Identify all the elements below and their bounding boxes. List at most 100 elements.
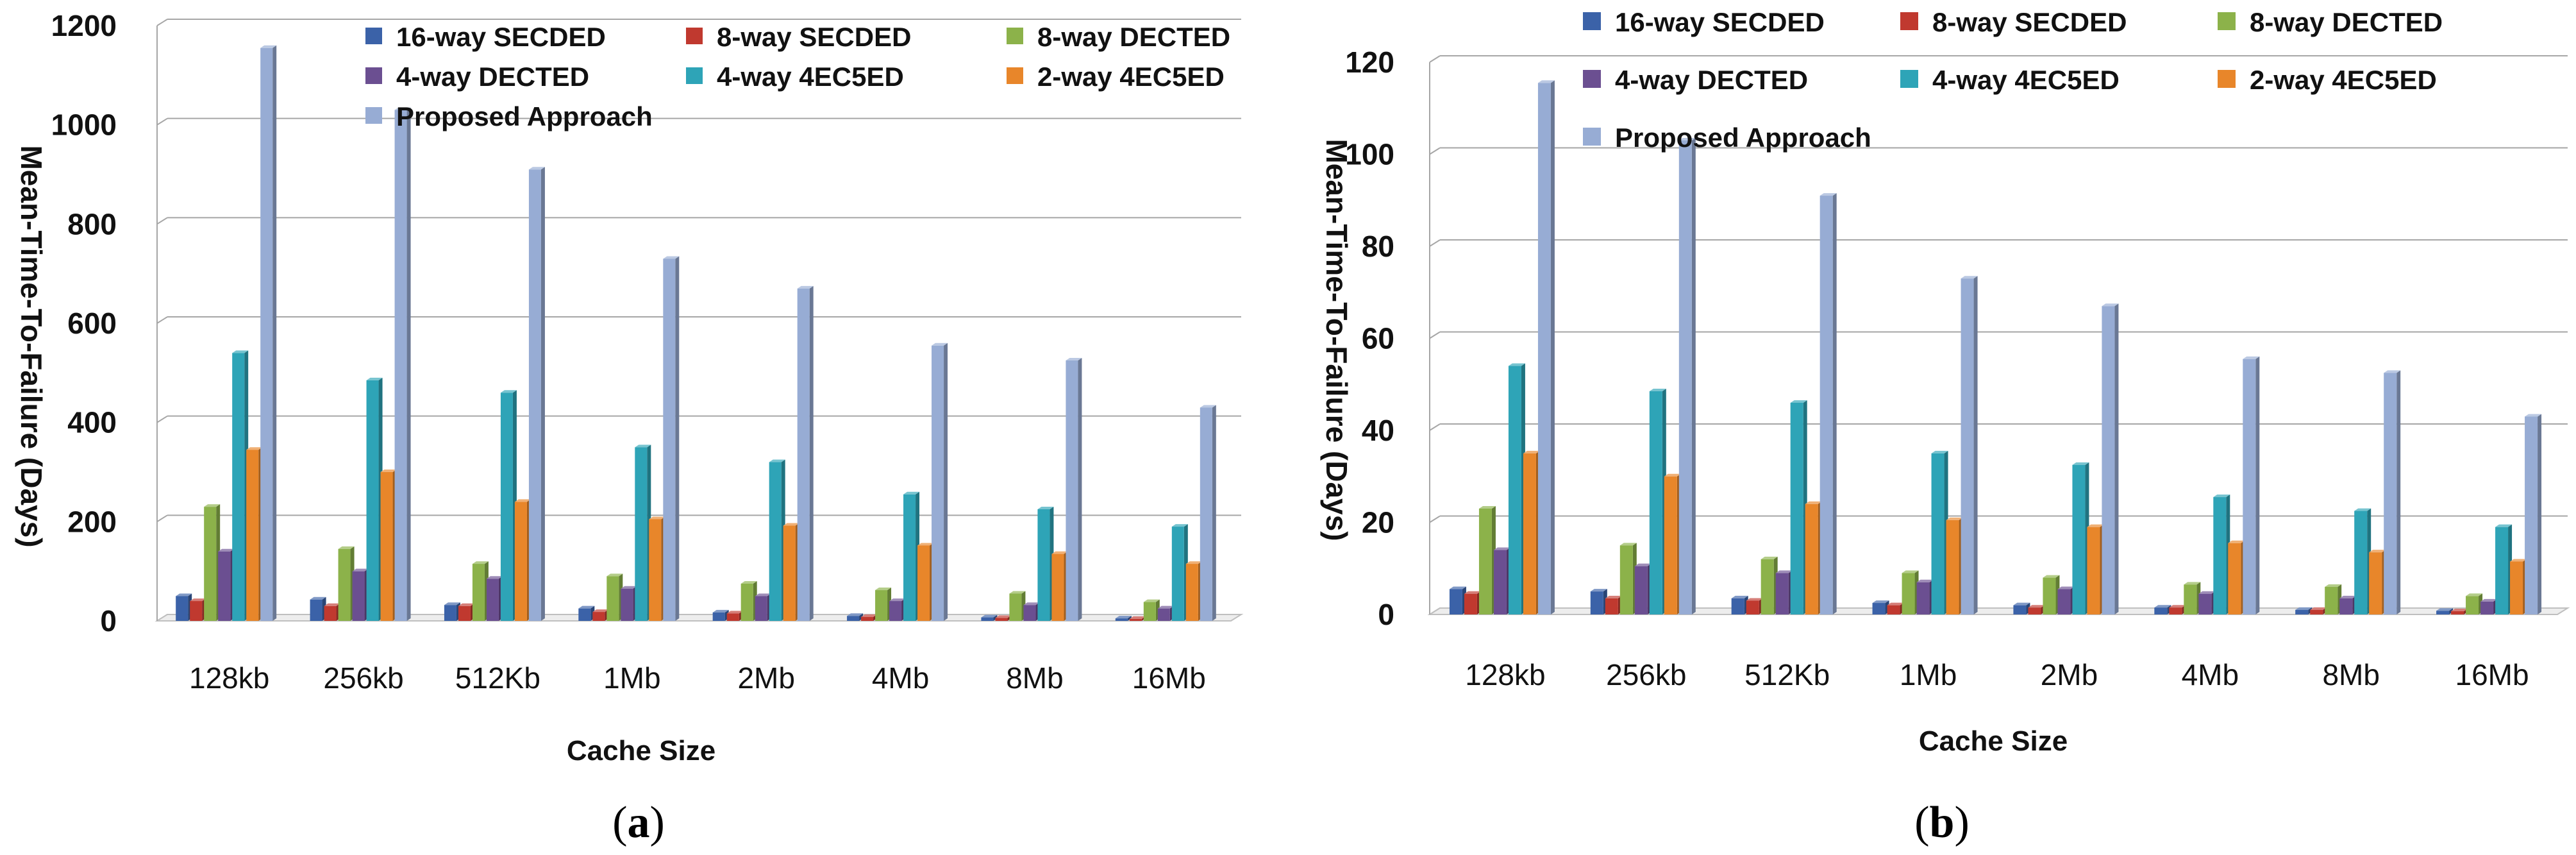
- bar: [847, 613, 864, 621]
- bar-top: [1508, 363, 1525, 366]
- bar: [1872, 600, 1889, 614]
- bar-side: [1078, 358, 1082, 621]
- bar-top: [1143, 599, 1160, 602]
- bar: [1023, 602, 1040, 621]
- legend-swatch: [2218, 12, 2236, 30]
- bar-top: [2169, 605, 2186, 608]
- bar: [861, 614, 878, 621]
- bar: [712, 609, 729, 621]
- bar-front: [1961, 278, 1974, 615]
- legend-item: 4-way DECTED: [1583, 65, 1808, 95]
- bar-front: [2525, 416, 2538, 614]
- bar: [190, 598, 206, 621]
- bar-top: [2013, 602, 2030, 605]
- x-tick-label: 16Mb: [1132, 661, 1206, 695]
- bar: [324, 603, 340, 621]
- bar: [176, 593, 192, 621]
- bar-side: [2255, 356, 2260, 614]
- bar-top: [1946, 517, 1963, 520]
- bar-top: [1185, 561, 1202, 564]
- bar: [1523, 450, 1540, 614]
- bar: [2466, 593, 2483, 614]
- legend-label: 4-way 4EC5ED: [1932, 65, 2120, 95]
- legend-label: 4-way 4EC5ED: [717, 62, 904, 92]
- bar-front: [606, 576, 619, 621]
- bar-top: [2369, 550, 2386, 553]
- gridline-depth: [156, 514, 168, 523]
- bar: [2384, 370, 2401, 614]
- bar-side: [1691, 137, 1696, 615]
- legend-label: Proposed Approach: [396, 101, 653, 131]
- bar: [1819, 193, 1837, 614]
- bar: [500, 390, 517, 621]
- bar-front: [861, 616, 874, 621]
- bar-top: [635, 444, 651, 448]
- bar: [1649, 389, 1666, 614]
- bar: [2510, 559, 2527, 614]
- bar-front: [1775, 573, 1789, 614]
- bar-top: [592, 609, 609, 613]
- bar-front: [2436, 611, 2450, 614]
- bar-front: [1931, 453, 1945, 614]
- bar-top: [2198, 591, 2216, 594]
- bar-top: [932, 343, 948, 346]
- bar: [932, 343, 948, 621]
- legend-item: 8-way SECDED: [1900, 7, 2127, 37]
- bar-front: [1634, 566, 1648, 614]
- legend: 16-way SECDED 8-way SECDED 8-way DECTED 4-w…: [365, 22, 1230, 131]
- gridline-depth: [156, 19, 168, 26]
- bar-top: [246, 447, 263, 450]
- bar-front: [981, 617, 994, 621]
- bar-front: [712, 612, 725, 621]
- bar-side: [406, 107, 411, 621]
- bar: [783, 523, 799, 621]
- bar: [1200, 405, 1216, 621]
- y-tick-label: 0: [1378, 598, 1394, 631]
- bar-front: [1590, 591, 1603, 614]
- bar-front: [190, 601, 203, 621]
- bar-top: [2384, 370, 2401, 373]
- bar-front: [1493, 550, 1507, 614]
- y-tick-label: 400: [67, 406, 117, 439]
- bar-top: [2295, 607, 2313, 610]
- bar-front: [649, 519, 662, 621]
- bar: [232, 350, 249, 621]
- legend-label: 4-way DECTED: [396, 62, 589, 92]
- bar: [1464, 591, 1481, 614]
- bar-top: [366, 377, 383, 380]
- bar-top: [500, 390, 517, 393]
- bar-top: [190, 598, 206, 602]
- bar-top: [1961, 276, 1978, 279]
- bar-front: [2169, 607, 2182, 614]
- bar-side: [2538, 414, 2542, 614]
- bar: [2087, 524, 2104, 614]
- bar-front: [338, 548, 351, 621]
- bar-top: [458, 603, 474, 606]
- bar-front: [2154, 607, 2168, 614]
- bar: [1805, 501, 1822, 614]
- bar: [2325, 584, 2342, 614]
- bar-front: [1805, 504, 1818, 614]
- bar: [352, 568, 369, 621]
- bar: [1605, 595, 1622, 614]
- bar: [1051, 551, 1068, 621]
- bar-front: [2295, 609, 2309, 614]
- bar-front: [1508, 366, 1521, 614]
- bar-top: [472, 561, 489, 564]
- bar: [2072, 462, 2089, 614]
- x-tick-label: 256kb: [1606, 658, 1686, 691]
- bar: [1902, 570, 1919, 614]
- bar-top: [1619, 543, 1637, 546]
- bar-top: [1775, 570, 1793, 573]
- y-tick-label: 120: [1345, 46, 1394, 79]
- bar-front: [1649, 391, 1662, 614]
- legend-item: Proposed Approach: [365, 101, 653, 131]
- bar-top: [1649, 389, 1666, 392]
- bar: [1790, 400, 1807, 614]
- bar-top: [1023, 602, 1040, 605]
- bar: [2339, 595, 2357, 614]
- bar-front: [218, 551, 231, 621]
- bar: [2525, 414, 2542, 614]
- bar-front: [1478, 508, 1492, 614]
- bar-front: [1143, 602, 1156, 621]
